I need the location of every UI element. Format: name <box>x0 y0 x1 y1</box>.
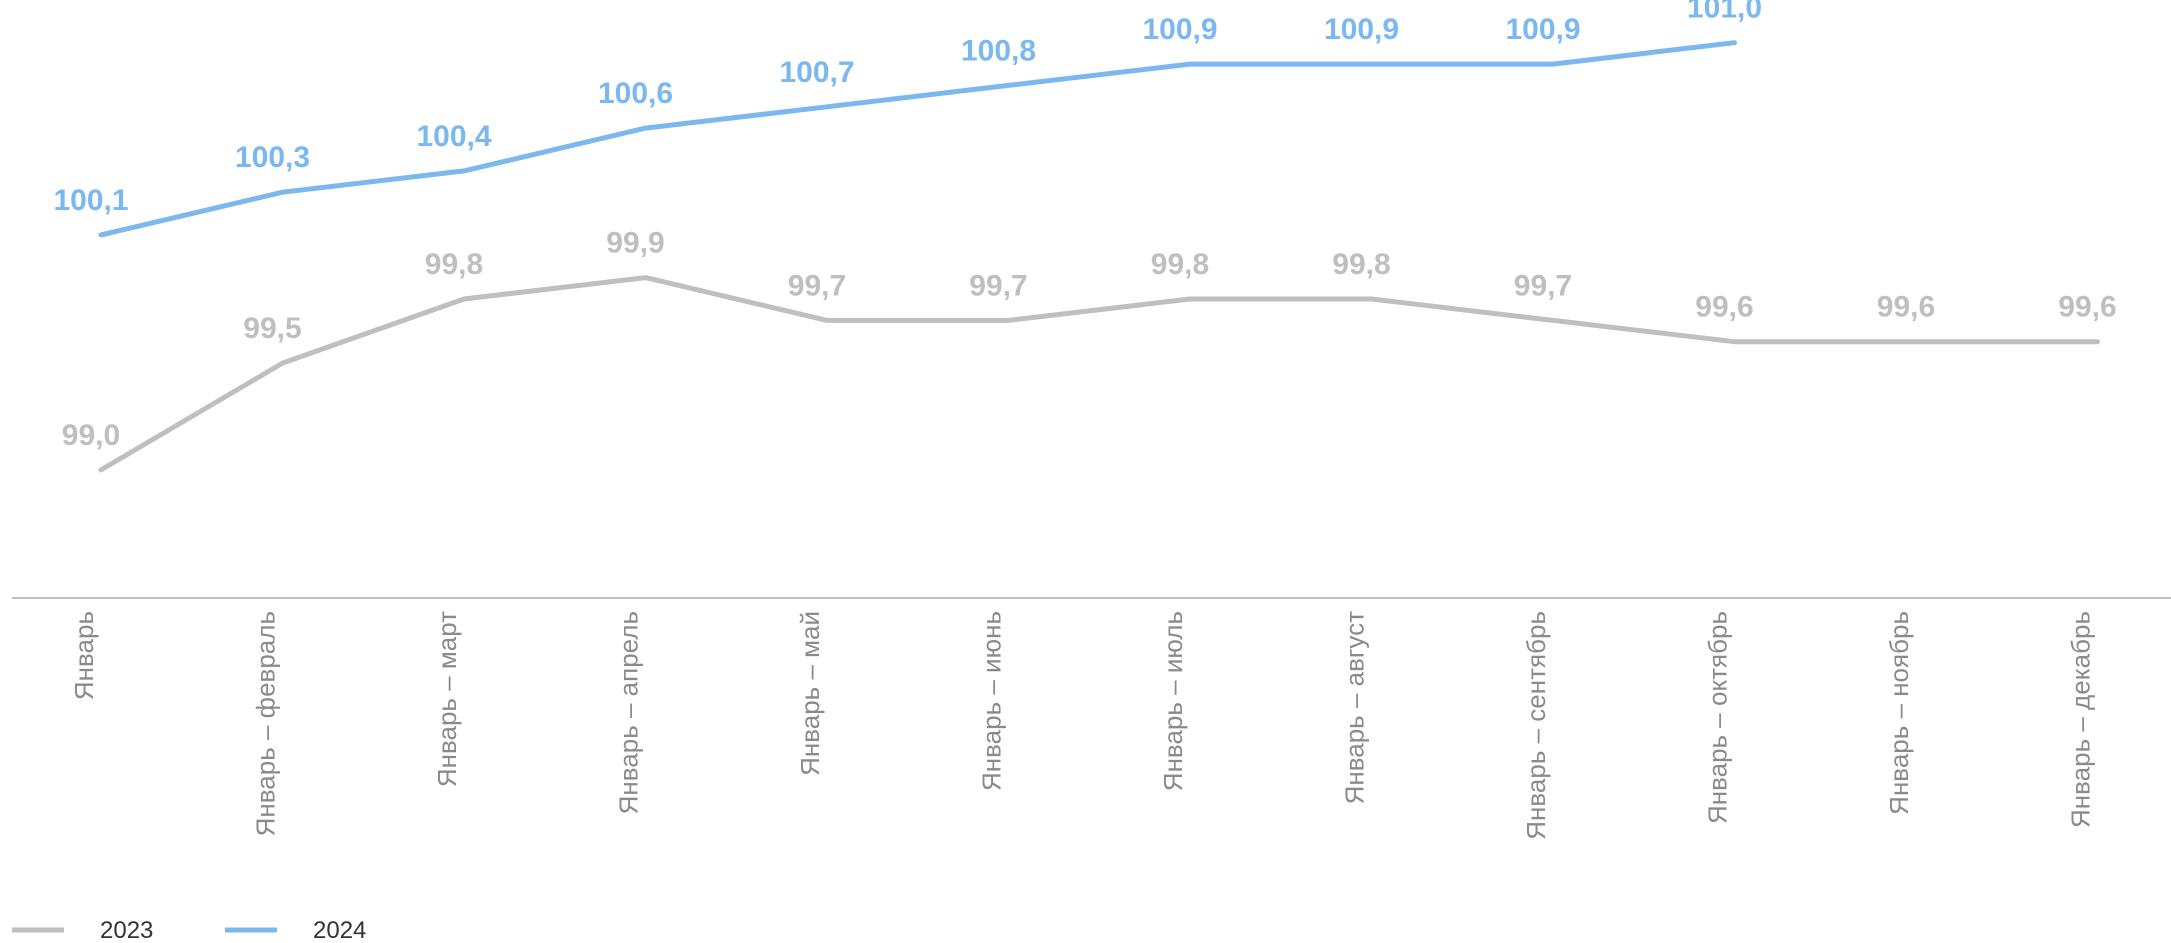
data-point <box>282 191 283 193</box>
x-tick-label: Январь – июнь <box>977 611 1007 791</box>
data-point <box>1734 42 1735 44</box>
data-point <box>463 170 465 172</box>
data-point <box>1915 341 1917 343</box>
x-tick-label: Январь – декабрь <box>2066 611 2096 828</box>
data-point <box>100 469 102 471</box>
legend-label-2024: 2024 <box>313 917 366 943</box>
data-point <box>826 106 828 108</box>
data-label: 99,8 <box>1332 248 1390 281</box>
legend: 2023 2024 <box>12 917 366 943</box>
data-point <box>100 234 102 236</box>
x-tick-label: Январь – август <box>1340 611 1370 804</box>
data-label: 100,3 <box>235 141 310 174</box>
x-tick-labels-group: Январь Январь – февраль Январь – март Январ… <box>69 611 2096 840</box>
data-point <box>1189 298 1191 300</box>
data-label: 100,1 <box>53 184 128 217</box>
data-point <box>1008 319 1009 321</box>
data-label: 99,8 <box>1151 248 1209 281</box>
data-label: 99,6 <box>1695 291 1753 324</box>
data-labels-group: 99,0 99,5 99,8 99,9 99,7 99,7 99,8 99,8 99,7 99,6… <box>53 0 2116 452</box>
data-point <box>1371 298 1372 300</box>
data-label: 100,9 <box>1324 13 1399 46</box>
data-point <box>1552 319 1554 321</box>
data-point <box>645 277 646 279</box>
data-point <box>645 127 646 129</box>
data-label: 99,9 <box>606 227 664 260</box>
series-line-2024 <box>98 40 1737 238</box>
legend-label-2023: 2023 <box>100 917 153 943</box>
x-tick-label: Январь – ноябрь <box>1884 611 1914 815</box>
data-label: 99,7 <box>788 269 846 302</box>
data-point <box>463 298 465 300</box>
data-label: 99,6 <box>1877 291 1935 324</box>
data-point <box>1008 84 1009 86</box>
x-tick-label: Январь – февраль <box>251 611 281 836</box>
x-tick-label: Январь – июль <box>1158 611 1188 791</box>
data-point <box>1734 341 1735 343</box>
x-tick-label: Январь – сентябрь <box>1521 611 1551 840</box>
data-label: 100,4 <box>416 120 491 153</box>
data-point <box>2097 341 2098 343</box>
data-label: 99,8 <box>425 248 483 281</box>
series-group <box>98 40 2100 473</box>
data-label: 101,0 <box>1687 0 1762 25</box>
data-point <box>282 362 283 364</box>
x-tick-label: Январь – май <box>795 611 825 776</box>
data-label: 99,0 <box>62 419 120 452</box>
data-label: 99,7 <box>969 269 1027 302</box>
data-label: 100,9 <box>1505 13 1580 46</box>
series-line-2023 <box>98 275 2100 473</box>
x-tick-label: Январь – апрель <box>614 611 644 814</box>
data-point <box>826 319 828 321</box>
data-label: 100,9 <box>1142 13 1217 46</box>
data-label: 100,8 <box>961 34 1036 67</box>
data-point <box>1552 63 1554 65</box>
x-tick-label: Январь <box>69 611 99 700</box>
data-label: 99,5 <box>243 312 301 345</box>
data-label: 99,6 <box>2058 291 2116 324</box>
data-point <box>1189 63 1191 65</box>
data-label: 100,7 <box>779 56 854 89</box>
x-tick-label: Январь – март <box>432 611 462 787</box>
data-label: 100,6 <box>598 77 673 110</box>
data-label: 99,7 <box>1514 269 1572 302</box>
data-point <box>1371 63 1372 65</box>
x-tick-label: Январь – октябрь <box>1703 611 1733 824</box>
